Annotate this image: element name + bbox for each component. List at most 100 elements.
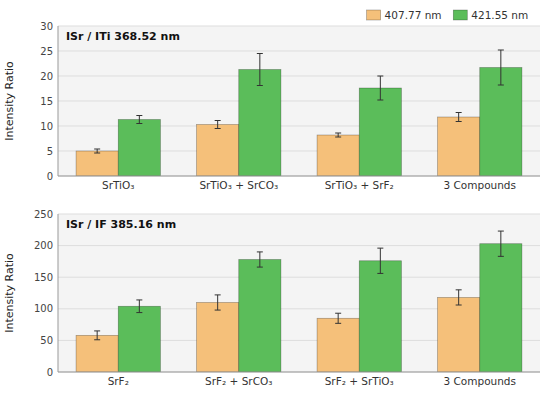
x-tick-label: SrF₂ (108, 375, 129, 387)
error-line (380, 76, 381, 100)
error-cap (335, 133, 341, 134)
error-cap (377, 273, 383, 274)
error-line (97, 331, 98, 340)
error-bar (498, 231, 504, 256)
error-line (259, 54, 260, 86)
error-line (338, 313, 339, 323)
error-cap (257, 53, 263, 54)
error-line (338, 133, 339, 137)
error-cap (94, 153, 100, 154)
x-tick-label: 3 Compounds (443, 375, 516, 387)
bar (197, 125, 239, 177)
error-bar (456, 290, 462, 305)
panel: 050100150200250Intensity RatioSrF₂SrF₂ +… (3, 209, 540, 388)
error-cap (335, 313, 341, 314)
error-cap (377, 248, 383, 249)
figure: 051015202530Intensity RatioSrTiO₃SrTiO₃ … (0, 0, 548, 404)
error-bar (377, 76, 383, 100)
legend: 407.77 nm 421.55 nm (367, 9, 529, 21)
error-cap (335, 137, 341, 138)
error-cap (498, 50, 504, 51)
marks (76, 231, 522, 372)
y-axis-label: Intensity Ratio (3, 61, 16, 141)
error-line (139, 116, 140, 124)
legend-label: 407.77 nm (385, 9, 442, 21)
y-tick-label: 25 (40, 46, 53, 57)
error-cap (94, 149, 100, 150)
error-cap (456, 121, 462, 122)
error-cap (456, 112, 462, 113)
error-cap (215, 128, 221, 129)
error-cap (335, 323, 341, 324)
error-cap (257, 251, 263, 252)
error-line (217, 295, 218, 310)
y-tick-label: 250 (34, 209, 53, 220)
bar (239, 70, 281, 177)
y-tick-label: 5 (47, 146, 53, 157)
error-cap (257, 85, 263, 86)
plot-area (58, 26, 540, 176)
bar (76, 151, 118, 176)
error-cap (94, 330, 100, 331)
grid-line (58, 51, 540, 52)
error-bar (335, 313, 341, 323)
y-tick-label: 0 (47, 367, 53, 378)
error-bar (94, 149, 100, 153)
error-cap (136, 312, 142, 313)
y-axis (58, 214, 59, 372)
error-cap (456, 305, 462, 306)
annotation: ISr / ITi 368.52 nm (66, 30, 180, 43)
grid-line (58, 101, 540, 102)
error-line (259, 252, 260, 267)
bar (239, 260, 281, 372)
error-line (139, 300, 140, 313)
plot-area (58, 214, 540, 372)
error-cap (377, 100, 383, 101)
y-axis-label: Intensity Ratio (3, 253, 16, 333)
legend-swatch (367, 10, 381, 20)
bar (118, 306, 160, 372)
y-tick-label: 20 (40, 71, 53, 82)
grid-line (58, 214, 540, 215)
error-cap (136, 299, 142, 300)
error-bar (215, 295, 221, 310)
x-tick-label: SrTiO₃ (102, 179, 134, 191)
error-bar (136, 300, 142, 313)
panel: 051015202530Intensity RatioSrTiO₃SrTiO₃ … (3, 9, 540, 191)
grid-line (58, 245, 540, 246)
y-tick-label: 200 (34, 240, 53, 251)
error-cap (136, 123, 142, 124)
error-bar (215, 121, 221, 129)
y-tick-label: 0 (47, 171, 53, 182)
error-line (500, 50, 501, 85)
grid-line (58, 26, 540, 27)
error-cap (377, 76, 383, 77)
bar (438, 117, 480, 176)
grid-line (58, 76, 540, 77)
bar (317, 135, 359, 176)
bar (118, 120, 160, 177)
grid-line (58, 176, 540, 177)
marks (76, 50, 522, 176)
error-line (458, 290, 459, 305)
x-tick-label: SrTiO₃ + SrCO₃ (199, 179, 278, 191)
x-tick-label: SrTiO₃ + SrF₂ (325, 179, 394, 191)
error-cap (215, 294, 221, 295)
error-line (458, 113, 459, 122)
error-bar (335, 133, 341, 137)
error-bar (498, 50, 504, 85)
y-tick-label: 30 (40, 21, 53, 32)
error-cap (498, 256, 504, 257)
annotation: ISr / IF 385.16 nm (66, 218, 176, 231)
y-tick-label: 100 (34, 303, 53, 314)
error-bar (257, 54, 263, 86)
grid-line (58, 372, 540, 373)
legend-label: 421.55 nm (471, 9, 528, 21)
x-tick-label: SrF₂ + SrCO₃ (205, 375, 273, 387)
y-tick-label: 10 (40, 121, 53, 132)
y-tick-label: 50 (40, 335, 53, 346)
legend-swatch (453, 10, 467, 20)
error-cap (94, 339, 100, 340)
bar (76, 335, 118, 372)
error-bar (94, 331, 100, 340)
